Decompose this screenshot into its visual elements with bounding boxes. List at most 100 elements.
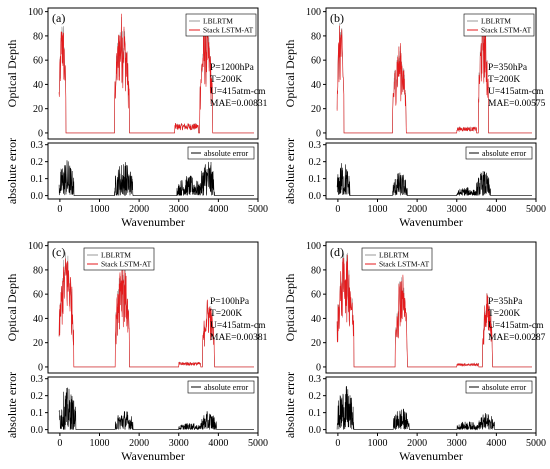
y-tick-label: 80 [33, 265, 43, 276]
legend-box [465, 380, 533, 394]
legend-label-absolute-error: absolute error [482, 149, 527, 158]
y-tick-label: 80 [33, 31, 43, 42]
series-absolute-error-line [336, 163, 532, 196]
x-tick-label: 1000 [368, 204, 388, 215]
plot-frame [325, 142, 537, 200]
legend-label-lblrtm: LBLRTM [203, 17, 233, 26]
y-tick-label: 0.2 [309, 391, 322, 402]
y-axis-label: Optical Depth [283, 40, 297, 108]
x-tick-label: 3000 [169, 438, 189, 449]
chart-panel-4: 0 20 40 60 80 100 Optical Depth (d) LBLRTMStack … [283, 241, 546, 463]
legend-label-stack-lstm-at: Stack LSTM-AT [101, 260, 152, 269]
x-tick-label: 5000 [526, 438, 546, 449]
x-tick-label: 5000 [248, 204, 268, 215]
y-tick-label: 20 [33, 338, 43, 349]
x-axis-label: Wavenumber [121, 449, 185, 463]
annotation-line: U=415atm-cm [488, 321, 544, 331]
x-axis-label: Wavenumber [399, 449, 463, 463]
x-axis-label: Wavenumber [121, 215, 185, 229]
annotation-line: T=200K [210, 309, 242, 319]
y-tick-label: 20 [33, 104, 43, 115]
chart-panel-3: 0 20 40 60 80 100 Optical Depth (c) LBLRTMStack … [5, 241, 268, 463]
legend-box [361, 247, 433, 271]
x-tick-label: 5000 [526, 204, 546, 215]
annotation-line: T=200K [210, 75, 242, 85]
series-stack-lstm-at-line [336, 254, 532, 368]
legend-label-stack-lstm-at: Stack LSTM-AT [481, 26, 532, 35]
legend-box [187, 146, 255, 160]
y-tick-label: 0.3 [309, 140, 322, 151]
x-tick-label: 4000 [208, 438, 228, 449]
y-tick-label: 0.0 [31, 191, 44, 202]
chart-panel-2: 0 20 40 60 80 100 Optical Depth (b) LBLRTMStack … [283, 7, 546, 229]
legend-label-stack-lstm-at: Stack LSTM-AT [203, 26, 254, 35]
series-absolute-error-line [58, 387, 254, 431]
x-tick-label: 3000 [447, 204, 467, 215]
legend-label-absolute-error: absolute error [204, 383, 249, 392]
annotation-line: P=350hPa [488, 63, 528, 73]
y-tick-label: 0.1 [31, 408, 44, 419]
y-tick-label: 0.2 [309, 157, 322, 168]
y-tick-label: 0.2 [31, 391, 44, 402]
series-absolute-error-line [58, 160, 254, 196]
annotation-line: U=415atm-cm [210, 87, 266, 97]
x-tick-label: 2000 [129, 204, 149, 215]
x-tick-label: 0 [335, 438, 340, 449]
x-tick-label: 3000 [447, 438, 467, 449]
annotation-line: P=35hPa [488, 297, 523, 307]
x-tick-label: 4000 [208, 204, 228, 215]
x-axis-label: Wavenumber [399, 215, 463, 229]
x-tick-label: 1000 [90, 438, 110, 449]
y-tick-label: 0 [38, 128, 43, 139]
x-tick-label: 3000 [169, 204, 189, 215]
y-axis-label: absolute error [5, 372, 19, 438]
legend-box [185, 13, 257, 37]
annotation-line: P=1200hPa [210, 63, 255, 73]
annotation-line: U=415atm-cm [488, 87, 544, 97]
annotation-line: MAE=0.00381 [210, 333, 268, 343]
legend-label-lblrtm: LBLRTM [101, 251, 131, 260]
annotation-line: MAE=0.00287 [488, 333, 546, 343]
y-tick-label: 0.1 [309, 174, 322, 185]
y-tick-label: 60 [33, 290, 43, 301]
x-tick-label: 0 [57, 204, 62, 215]
y-tick-label: 0.2 [31, 157, 44, 168]
y-tick-label: 0.1 [31, 174, 44, 185]
legend-box [83, 247, 155, 271]
y-tick-label: 0.1 [309, 408, 322, 419]
y-tick-label: 60 [311, 56, 321, 67]
panel-label: (d) [330, 245, 344, 259]
y-axis-label: absolute error [5, 138, 19, 204]
plot-frame [325, 241, 537, 374]
y-tick-label: 20 [311, 104, 321, 115]
y-axis-label: Optical Depth [5, 274, 19, 342]
legend-box [465, 146, 533, 160]
y-axis-label: absolute error [283, 372, 297, 438]
panel-label: (b) [330, 11, 344, 25]
y-tick-label: 100 [306, 241, 321, 252]
x-tick-label: 1000 [90, 204, 110, 215]
plot-frame [325, 7, 537, 140]
plot-frame [325, 376, 537, 434]
panel-label: (c) [52, 245, 65, 259]
plot-frame [47, 241, 259, 374]
y-tick-label: 80 [311, 31, 321, 42]
legend-label-lblrtm: LBLRTM [379, 251, 409, 260]
y-tick-label: 20 [311, 338, 321, 349]
y-tick-label: 100 [28, 241, 43, 252]
y-tick-label: 0 [316, 362, 321, 373]
annotation-line: MAE=0.00831 [210, 99, 268, 109]
y-axis-label: Optical Depth [5, 40, 19, 108]
y-tick-label: 80 [311, 265, 321, 276]
series-stack-lstm-at-line [58, 258, 254, 368]
x-tick-label: 0 [335, 204, 340, 215]
y-tick-label: 100 [28, 7, 43, 18]
annotation-line: MAE=0.00575 [488, 99, 546, 109]
y-tick-label: 0.3 [31, 374, 44, 385]
x-tick-label: 2000 [407, 438, 427, 449]
y-tick-label: 40 [311, 80, 321, 91]
y-tick-label: 0.3 [31, 140, 44, 151]
x-tick-label: 2000 [129, 438, 149, 449]
y-axis-label: absolute error [283, 138, 297, 204]
plot-frame [47, 7, 259, 140]
